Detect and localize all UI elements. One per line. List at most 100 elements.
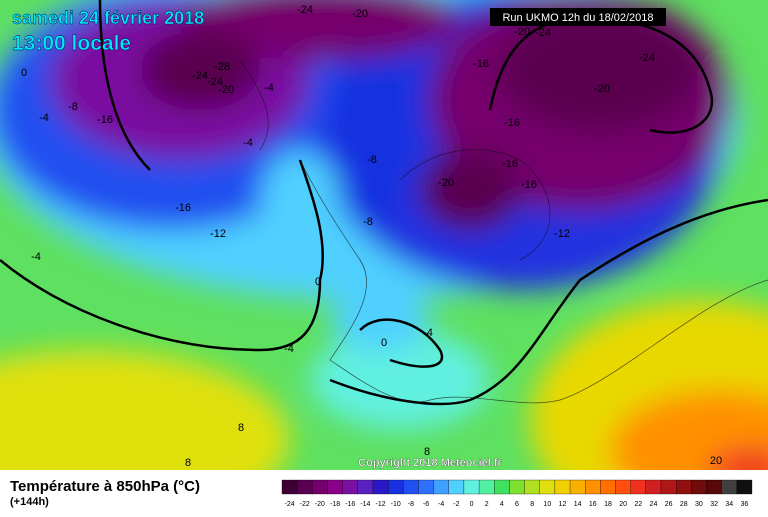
contour-label: -24 [297,4,313,16]
colorbar-cell [478,479,495,495]
colorbar-cell [660,479,677,495]
colorbar-cell [312,479,328,495]
colorbar-label: 18 [604,501,612,508]
map-title: samedi 24 février 2018 [12,8,204,28]
contour-label: -8 [68,101,78,113]
colorbar-cell [706,479,722,495]
contour-label: -4 [264,82,274,94]
contour-label: 8 [185,457,191,469]
title-block: samedi 24 février 2018 13:00 locale [12,8,205,55]
contour-label: -16 [504,117,520,129]
contour-label: -8 [363,216,373,228]
colorbar-label: 6 [515,501,519,508]
map-subtitle: 13:00 locale [12,32,131,55]
colorbar-cell [418,479,434,495]
contour-label: -16 [502,158,518,170]
colorbar-cell [554,479,571,495]
colorbar-cell [676,479,692,495]
colorbar-cell [433,479,449,495]
colorbar-cell [357,479,374,495]
contour-label: -20 [594,83,610,95]
colorbar-label: 0 [470,501,474,508]
colorbar-label: -6 [423,501,429,508]
contour-label: -20 [514,26,530,38]
colorbar-cell [600,479,616,495]
colorbar-label: 26 [665,501,673,508]
colorbar-label: -10 [391,501,401,508]
colorbar-cell [372,479,389,495]
colorbar-label: -16 [345,501,355,508]
colorbar-label: -20 [315,501,325,508]
contour-label: -12 [554,228,570,240]
contour-label: -4 [31,251,41,263]
colorbar-cell [569,479,586,495]
contour-label: -4 [284,343,294,355]
colorbar-label: 16 [589,501,597,508]
colorbar-label: 32 [710,501,718,508]
colorbar-label: 2 [485,501,489,508]
footer-title: Température à 850hPa (°C) [10,478,200,495]
colorbar-label: 20 [619,501,627,508]
contour-label: -24 [207,76,223,88]
colorbar-cell [448,479,465,495]
colorbar-cell [524,479,540,495]
contour-label: -24 [535,27,551,39]
colorbar-cell [736,479,753,495]
colorbar-label: 12 [559,501,567,508]
colorbar-label: 14 [574,501,582,508]
colorbar-label: 34 [725,501,733,508]
colorbar-label: 8 [530,501,534,508]
colorbar-label: -18 [330,501,340,508]
contour-label: 0 [315,276,321,288]
run-box [490,8,666,26]
contour-label: -8 [367,154,377,166]
colorbar-cell [342,479,358,495]
colorbar-cell [721,479,737,495]
contour-label: 20 [710,455,722,467]
colorbar-label: -4 [438,501,444,508]
colorbar-label: -2 [453,501,459,508]
colorbar-label: 10 [543,501,551,508]
contour-label: 8 [238,422,244,434]
colorbar-cell [539,479,556,495]
contour-label: -4 [39,112,49,124]
colorbar-label: -22 [300,501,310,508]
colorbar-label: 24 [650,501,658,508]
colorbar-cell [281,479,298,495]
colorbar-cell [403,479,419,495]
colorbar-label: 4 [500,501,504,508]
contour-label: -4 [423,327,433,339]
contour-label: 8 [424,446,430,458]
run-info: Run UKMO 12h du 18/02/2018 [502,12,653,24]
colorbar: -24 -22 -20 -18 -16 -14 -12 -10 -8 -6 -4 -2 0 2 4 6 8 10 1… [281,479,753,508]
colorbar-label: -14 [360,501,370,508]
colorbar-cell [615,479,631,495]
contour-label: -28 [214,61,230,73]
colorbar-cell [585,479,601,495]
contour-label: -20 [352,8,368,20]
colorbar-cell [691,479,707,495]
colorbar-cell [494,479,510,495]
colorbar-cell [327,479,343,495]
contour-label: 0 [381,337,387,349]
contour-label: 0 [21,67,27,79]
colorbar-cell [645,479,662,495]
colorbar-label: 30 [695,501,703,508]
contour-label: -12 [210,228,226,240]
contour-label: -20 [438,177,454,189]
contour-label: -16 [521,179,537,191]
contour-label: -16 [473,58,489,70]
colorbar-cell [463,479,480,495]
contour-label: -16 [175,202,191,214]
colorbar-label: -12 [375,501,385,508]
colorbar-label: -24 [285,501,295,508]
contour-label: -24 [192,70,208,82]
colorbar-cell [297,479,313,495]
colorbar-label: 36 [741,501,749,508]
contour-labels: -24 -20-28-24 -24-20 -40-8-4 -16-4-8-16-12-8… [21,4,722,469]
copyright: Copyright 2018 Meteociel.fr [358,457,502,469]
colorbar-label: -8 [408,501,414,508]
colorbar-cell [387,479,404,495]
